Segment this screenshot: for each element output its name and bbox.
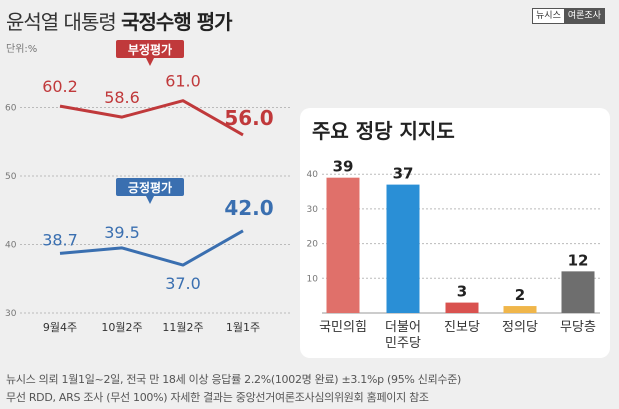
- line-ytick-60: 60: [5, 104, 17, 114]
- bar-category-1-0: 더불어: [385, 320, 421, 335]
- bar-1: [386, 184, 420, 313]
- line-xtick-1: 10월2주: [101, 321, 142, 334]
- line-xtick-0: 9월4주: [43, 321, 77, 334]
- series-tag-pointer-0: [146, 58, 154, 66]
- bar-ytick-40: 40: [307, 170, 319, 180]
- bar-category-3-0: 정의당: [502, 320, 538, 335]
- series-tag-bg-0: [116, 40, 184, 58]
- series-0-label-3: 56.0: [224, 106, 273, 130]
- bar-chart-title: 주요 정당 지지도: [312, 119, 455, 143]
- line-ytick-30: 30: [5, 309, 17, 319]
- series-line-1: [59, 229, 244, 267]
- bar-value-4: 12: [568, 251, 589, 269]
- footer: 뉴시스 의뢰 1월1일~2일, 전국 만 18세 이상 응답률 2.2%(100…: [6, 371, 461, 407]
- footer-line-1: 뉴시스 의뢰 1월1일~2일, 전국 만 18세 이상 응답률 2.2%(100…: [6, 373, 462, 386]
- bar-value-0: 39: [333, 158, 354, 176]
- bar-ytick-20: 20: [307, 240, 319, 250]
- bar-ytick-10: 10: [307, 274, 319, 284]
- page-title: 윤석열 대통령 국정수행 평가: [6, 6, 233, 35]
- bar-panel: [300, 108, 610, 358]
- series-1-label-3: 42.0: [224, 196, 273, 220]
- series-1-label-1: 39.5: [104, 223, 140, 242]
- bar-category-1-1: 민주당: [385, 336, 421, 351]
- unit-label: 단위:%: [6, 44, 38, 55]
- line-ytick-50: 50: [5, 172, 17, 182]
- brand-badge: 뉴시스 여론조사: [532, 8, 605, 24]
- series-1-label-2: 37.0: [165, 274, 201, 293]
- bar-category-2-0: 진보당: [444, 320, 480, 335]
- title-bold: 국정수행 평가: [121, 10, 232, 34]
- brand-survey: 여론조사: [564, 9, 604, 23]
- series-1-label-0: 38.7: [42, 230, 78, 249]
- bar-3: [503, 306, 537, 313]
- series-0-label-0: 60.2: [42, 77, 78, 96]
- bar-2: [445, 302, 479, 313]
- bar-category-0-0: 국민의힘: [319, 320, 367, 335]
- line-xtick-3: 1월1주: [226, 321, 260, 334]
- bar-ytick-30: 30: [307, 205, 319, 215]
- line-xtick-2: 11월2주: [162, 321, 203, 334]
- series-0-label-2: 61.0: [165, 72, 201, 91]
- series-tag-bg-1: [116, 178, 184, 196]
- series-tag-label-0: 부정평가: [128, 42, 172, 57]
- series-0-label-1: 58.6: [104, 88, 140, 107]
- bar-0: [326, 177, 360, 313]
- series-tag-label-1: 긍정평가: [128, 180, 172, 195]
- bar-value-2: 3: [457, 283, 467, 301]
- series-tag-pointer-1: [146, 196, 154, 204]
- series-line-0: [59, 99, 244, 137]
- title-regular: 윤석열 대통령: [6, 10, 122, 34]
- bar-4: [561, 271, 595, 313]
- bar-value-1: 37: [393, 165, 414, 183]
- footer-line-2: 무선 RDD, ARS 조사 (무선 100%) 자세한 결과는 중앙선거여론조…: [6, 391, 429, 404]
- brand-name: 뉴시스: [533, 9, 565, 23]
- bar-category-4-0: 무당층: [560, 320, 596, 335]
- bar-value-3: 2: [515, 286, 525, 304]
- line-ytick-40: 40: [5, 241, 17, 251]
